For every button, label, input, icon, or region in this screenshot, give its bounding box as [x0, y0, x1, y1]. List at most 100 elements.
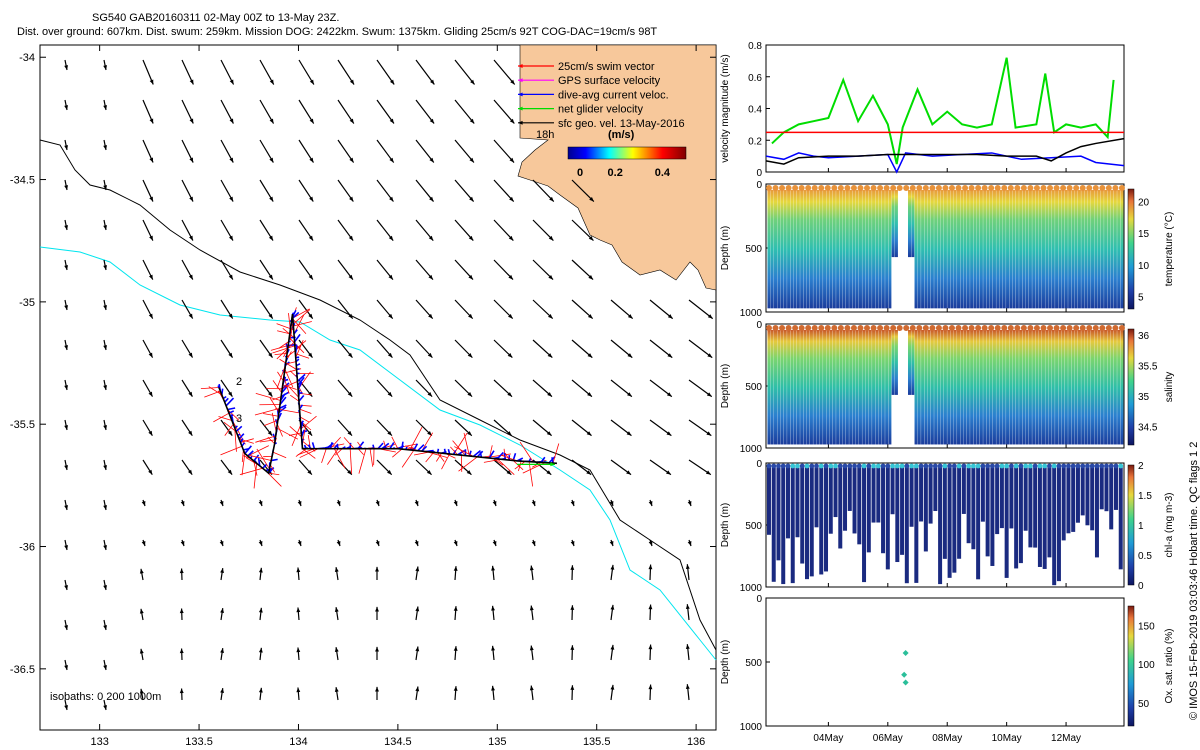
swim-vector [276, 423, 283, 437]
salinity-panel-profile [1107, 330, 1111, 445]
salinity-panel-profile [809, 330, 813, 445]
quiver-arrow-head [587, 314, 593, 319]
oxygen-panel-ytick-label: 500 [745, 658, 762, 669]
quiver-arrow-head [103, 465, 108, 470]
swim-vector [552, 443, 560, 464]
chla-profile [1061, 467, 1066, 541]
salinity-panel-surface-dot [792, 325, 799, 331]
salinity-panel-profile [855, 330, 859, 445]
swim-vector [519, 441, 534, 463]
salinity-panel-profile [1009, 330, 1013, 445]
temperature-panel-profile [1110, 190, 1114, 309]
quiver-arrow-head [307, 469, 312, 475]
colorbar-units: (m/s) [608, 129, 635, 141]
swim-vector [269, 397, 280, 413]
chla-profile [1071, 467, 1076, 532]
dive-avg-current-vector [253, 454, 260, 462]
quiver-arrow-head [427, 391, 433, 397]
temperature-panel-surface-dot [988, 185, 995, 191]
oxygen-xtick-label: 06May [873, 733, 903, 744]
salinity-panel-surface-dot [818, 325, 825, 331]
chla-profile [885, 467, 890, 570]
quiver-arrow-head [685, 564, 690, 570]
quiver-arrow-head [509, 157, 515, 163]
salinity-panel-profile [891, 330, 895, 395]
salinity-panel-surface-dot [1086, 325, 1093, 331]
quiver-arrow-head [468, 313, 473, 319]
salinity-panel-surface-dot [994, 325, 1001, 331]
swim-vector [272, 396, 282, 401]
salinity-panel: 0 500 1000 Depth (m) 34.5 35 35.5 36 salinity [720, 320, 1175, 455]
quiver-arrow [415, 99, 435, 124]
quiver-arrow-head [648, 644, 653, 650]
salinity-panel-profile [1058, 330, 1062, 445]
temperature-panel-colorbar-tick: 20 [1138, 198, 1150, 209]
salinity-panel-profile [911, 330, 915, 395]
quiver-arrow-head [429, 157, 434, 163]
salinity-panel-profile [888, 330, 892, 445]
salinity-panel-surface-dot [798, 325, 805, 331]
quiver-arrow-head [531, 501, 536, 506]
quiver-arrow-head [149, 118, 154, 124]
swim-vector [441, 453, 450, 470]
chla-panel-colorbar-label: chl-a (mg m-3) [1164, 492, 1175, 557]
quiver-arrow-head [491, 685, 495, 691]
speed-colorbar [567, 146, 687, 160]
chla-profile [995, 467, 1000, 535]
temperature-panel-profile [1015, 190, 1019, 309]
swim-vector [463, 432, 470, 457]
legend-arrow-head [518, 120, 523, 125]
chla-profile [824, 467, 829, 572]
salinity-panel-profile [953, 330, 957, 445]
quiver-arrow [688, 379, 713, 398]
salinity-panel-profile [930, 330, 934, 445]
salinity-panel-profile [907, 330, 911, 395]
salinity-panel-profile [868, 330, 872, 445]
temperature-panel-profile [986, 190, 990, 309]
quiver-arrow-head [507, 392, 513, 397]
temperature-panel-profile [1045, 190, 1049, 309]
salinity-panel-profile [875, 330, 879, 445]
chla-panel-colorbar-tick: 1.5 [1138, 491, 1152, 502]
map-legend: 25cm/s swim vector GPS surface velocity di… [518, 61, 685, 130]
temperature-panel-profile [767, 190, 771, 309]
quiver-arrow-head [179, 648, 184, 654]
swim-vector [512, 460, 524, 471]
salinity-panel-profile [881, 330, 885, 445]
temperature-panel-profile [836, 190, 840, 309]
chla-panel-colorbar-tick: 0 [1138, 581, 1144, 592]
chla-profile [785, 467, 790, 539]
salinity-panel-profile [937, 330, 941, 445]
quiver-arrow [298, 59, 315, 85]
quiver-arrow-head [627, 392, 632, 397]
chla-profile [781, 467, 786, 585]
dive-avg-current-vector [540, 456, 546, 463]
salinity-panel-surface-dot [1099, 325, 1106, 331]
quiver-arrow-head [546, 470, 552, 475]
temperature-panel-surface-dot [981, 185, 988, 191]
temperature-panel-surface-dot [831, 185, 838, 191]
quiver-arrow-head [707, 314, 713, 319]
chla-surface-dot [1085, 463, 1090, 469]
chla-profile [895, 467, 900, 563]
temperature-panel-surface-dot [883, 185, 890, 191]
swim-vector [253, 460, 258, 476]
quiver-arrow-head [467, 352, 473, 358]
quiver-arrow-head [685, 644, 690, 650]
quiver-arrow-head [588, 235, 594, 241]
chla-surface-dot [1051, 463, 1057, 469]
swim-vector [437, 452, 445, 462]
quiver-arrow-head [415, 566, 420, 572]
quiver-arrow-head [348, 235, 354, 241]
legend-label: dive-avg current veloc. [558, 89, 669, 101]
quiver-arrow-head [103, 625, 108, 630]
dive-avg-current-vector [468, 450, 472, 457]
dive-avg-current-vector [329, 442, 333, 449]
salinity-panel-profile [1100, 330, 1104, 445]
chla-surface-dot [1113, 463, 1119, 469]
salinity-panel-profile [1081, 330, 1085, 445]
salinity-panel-surface-dot [844, 325, 851, 331]
salinity-panel-profile [1104, 330, 1108, 445]
swim-vector [369, 448, 374, 467]
temperature-panel-profile [921, 190, 925, 309]
